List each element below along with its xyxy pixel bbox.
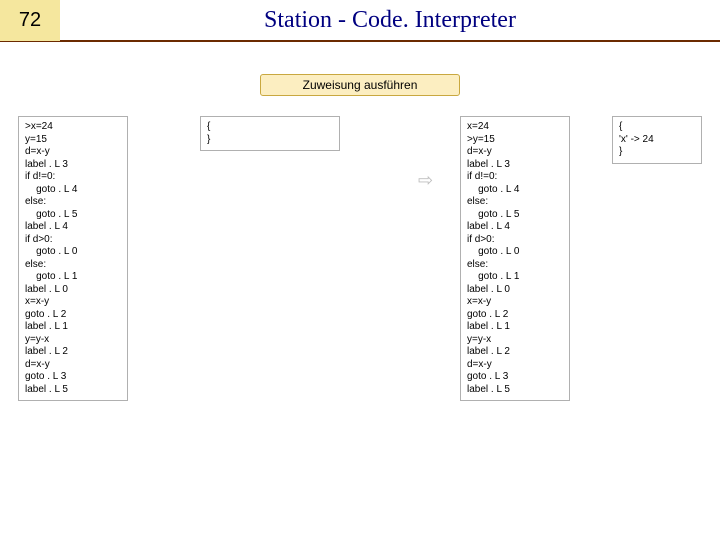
code-line: x=x-y [467, 296, 563, 309]
code-line: } [207, 134, 333, 147]
code-line: label . L 3 [25, 159, 121, 172]
code-line: goto . L 1 [467, 271, 563, 284]
code-line: if d!=0: [25, 171, 121, 184]
code-line: goto . L 2 [467, 309, 563, 322]
code-line: label . L 0 [467, 284, 563, 297]
code-line: goto . L 0 [25, 246, 121, 259]
code-line: label . L 1 [467, 321, 563, 334]
slide-header: 72 Station - Code. Interpreter [0, 0, 720, 42]
code-line: label . L 0 [25, 284, 121, 297]
code-line: goto . L 2 [25, 309, 121, 322]
code-line: if d>0: [25, 234, 121, 247]
code-line: goto . L 0 [467, 246, 563, 259]
code-line: 'x' -> 24 [619, 134, 695, 147]
code-line: x=x-y [25, 296, 121, 309]
code-line: d=x-y [25, 359, 121, 372]
code-line: goto . L 3 [25, 371, 121, 384]
code-line: goto . L 3 [467, 371, 563, 384]
code-line: x=24 [467, 121, 563, 134]
code-line: label . L 4 [467, 221, 563, 234]
code-line: label . L 2 [467, 346, 563, 359]
code-box-right: x=24>y=15d=x-ylabel . L 3if d!=0: goto .… [460, 116, 570, 401]
action-label-box: Zuweisung ausführen [260, 74, 460, 96]
code-box-state-before: {} [200, 116, 340, 151]
code-box-left: >x=24y=15d=x-ylabel . L 3if d!=0: goto .… [18, 116, 128, 401]
code-line: label . L 5 [25, 384, 121, 397]
code-line: goto . L 4 [25, 184, 121, 197]
code-line: } [619, 146, 695, 159]
code-line: d=x-y [467, 146, 563, 159]
code-line: label . L 2 [25, 346, 121, 359]
code-box-state-after: {'x' -> 24} [612, 116, 702, 164]
code-line: >y=15 [467, 134, 563, 147]
code-line: label . L 4 [25, 221, 121, 234]
slide-title: Station - Code. Interpreter [60, 7, 720, 34]
slide-number: 72 [0, 0, 60, 41]
code-line: goto . L 5 [25, 209, 121, 222]
code-line: { [619, 121, 695, 134]
code-line: y=15 [25, 134, 121, 147]
code-line: goto . L 1 [25, 271, 121, 284]
code-line: d=x-y [467, 359, 563, 372]
code-line: goto . L 4 [467, 184, 563, 197]
code-line: d=x-y [25, 146, 121, 159]
code-line: else: [467, 196, 563, 209]
code-line: y=y-x [467, 334, 563, 347]
code-line: label . L 1 [25, 321, 121, 334]
code-line: y=y-x [25, 334, 121, 347]
code-line: if d>0: [467, 234, 563, 247]
code-line: >x=24 [25, 121, 121, 134]
arrow-icon: ⇨ [418, 170, 433, 191]
code-line: else: [467, 259, 563, 272]
code-line: else: [25, 259, 121, 272]
code-line: goto . L 5 [467, 209, 563, 222]
code-line: label . L 3 [467, 159, 563, 172]
code-line: label . L 5 [467, 384, 563, 397]
code-line: { [207, 121, 333, 134]
code-line: if d!=0: [467, 171, 563, 184]
code-line: else: [25, 196, 121, 209]
